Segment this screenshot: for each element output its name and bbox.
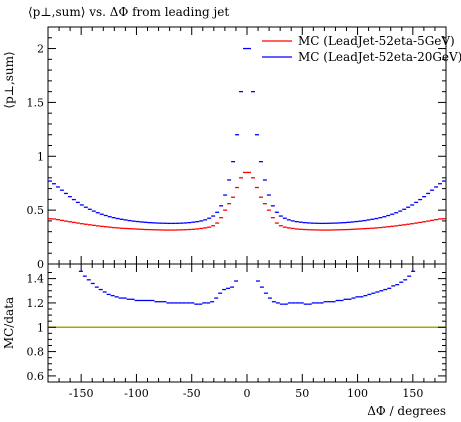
- ratio-y-tick-label: 0.8: [27, 346, 45, 359]
- legend-entry: MC (LeadJet-52eta-20GeV): [298, 50, 461, 64]
- x-tick-label: 100: [347, 387, 368, 400]
- x-tick-label: -100: [124, 387, 149, 400]
- x-axis-label: ΔΦ / degrees: [367, 404, 446, 418]
- main-panel: 00.511.52 MC (LeadJet-52eta-5GeV)MC (Lea…: [27, 26, 461, 271]
- legend-entry: MC (LeadJet-52eta-5GeV): [298, 34, 455, 48]
- ratio-y-axis-label: MC/data: [2, 297, 16, 349]
- ratio-panel-y-ticks: 0.6 0.8 1 1.2 1.4: [27, 272, 446, 383]
- main-y-tick-label: 1.5: [27, 96, 45, 109]
- main-panel-series: [48, 47, 446, 231]
- main-panel-x-ticks: [58, 27, 436, 264]
- legend: MC (LeadJet-52eta-5GeV) MC (LeadJet-52eta…: [262, 34, 461, 64]
- chart-title: ⟨p⊥,sum⟩ vs. ΔΦ from leading jet: [28, 5, 229, 19]
- ratio-y-tick-label: 0.6: [27, 370, 45, 383]
- x-tick-label: 50: [295, 387, 309, 400]
- ratio-y-tick-label: 1.4: [27, 273, 45, 286]
- x-tick-label: -50: [183, 387, 201, 400]
- x-tick-label: -150: [69, 387, 94, 400]
- main-y-tick-label: 1: [37, 150, 44, 163]
- main-panel-y-ticks: 0 0.5 1 1.5 2: [27, 37, 446, 271]
- top-y-axis-label: ⟨p⊥,sum⟩: [2, 51, 16, 108]
- ratio-panel-x-ticks: -150 -100 -50 0 50 100 150: [58, 264, 436, 400]
- main-y-tick-label: 0: [37, 258, 44, 271]
- ratio-panel-series: [78, 270, 416, 305]
- x-tick-label: 150: [402, 387, 423, 400]
- main-y-tick-label: 2: [37, 43, 44, 56]
- x-tick-label: 0: [244, 387, 251, 400]
- ratio-panel: 0.6 0.8 1 1.2 1.4 -150 -100 -50 0 50 100 150: [27, 263, 447, 400]
- ratio-panel-frame: [47, 263, 447, 383]
- main-y-tick-label: 0.5: [27, 204, 45, 217]
- ratio-y-tick-label: 1: [37, 321, 44, 334]
- ratio-y-tick-label: 1.2: [27, 297, 45, 310]
